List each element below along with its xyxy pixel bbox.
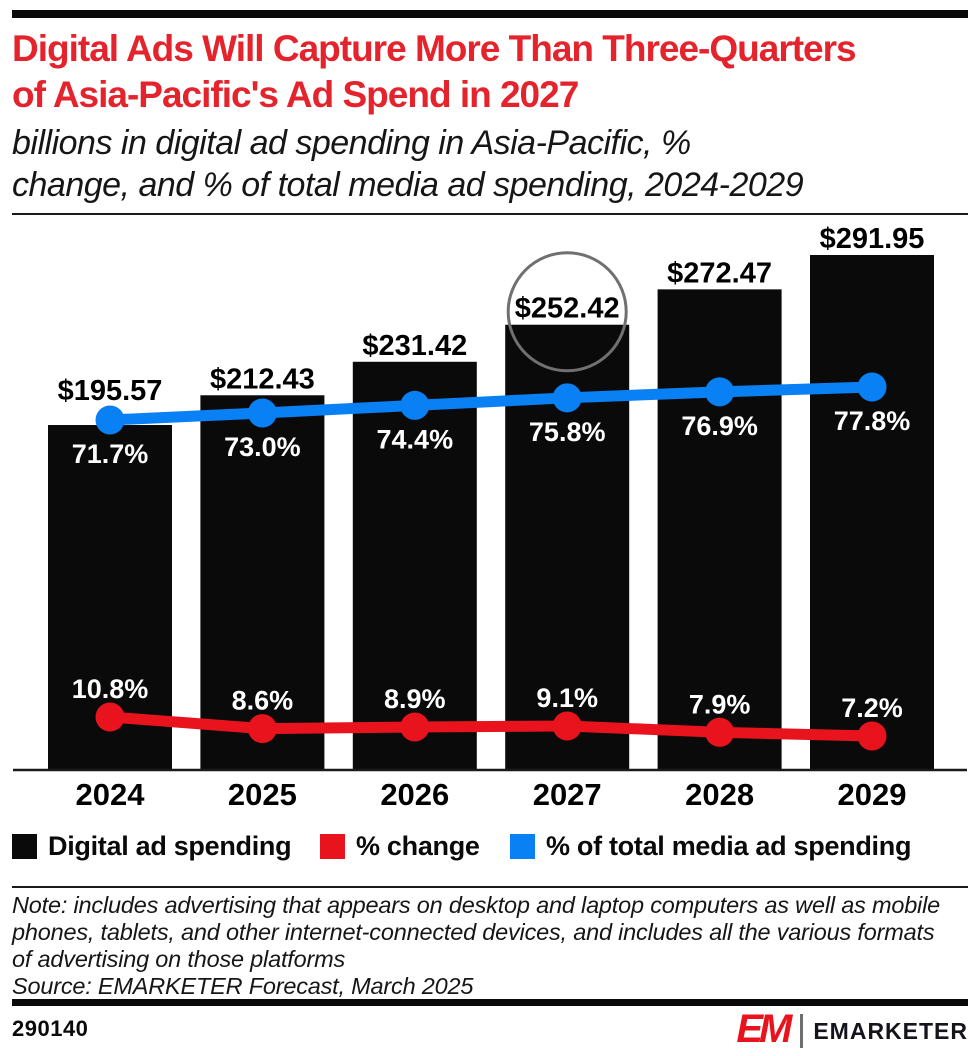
chart-title: Digital Ads Will Capture More Than Three… [12, 28, 857, 115]
chart-note-and-source: Note: includes advertising that appears … [12, 892, 940, 999]
footnote-divider [12, 886, 968, 888]
pct-change-label-2028: 7.9% [689, 689, 751, 719]
legend-swatch-black [12, 833, 37, 859]
dollar-label-2028: $272.47 [667, 257, 772, 289]
legend-item-pct-of-total-media: % of total media ad spending [510, 830, 912, 861]
line-pct-change-dot-2029 [857, 721, 887, 751]
year-label-2028: 2028 [685, 777, 754, 812]
logo-divider [800, 1014, 804, 1048]
line-pct-change-dot-2026 [400, 712, 430, 742]
pct-total-label-2027: 75.8% [529, 417, 606, 447]
line-pct-of-total-media-dot-2024 [95, 405, 125, 435]
year-label-2026: 2026 [380, 777, 449, 812]
chart-subtitle: billions in digital ad spending in Asia-… [12, 124, 804, 204]
top-accent-bar [12, 10, 968, 18]
emarketer-logo: EM EMARKETER [736, 1007, 968, 1052]
pct-change-label-2029: 7.2% [841, 693, 903, 723]
line-pct-change-dot-2028 [705, 717, 735, 747]
dollar-label-2029: $291.95 [820, 223, 925, 255]
dollar-label-2024: $195.57 [58, 375, 163, 407]
pct-change-label-2027: 9.1% [536, 683, 598, 713]
pct-total-label-2028: 76.9% [681, 411, 758, 441]
line-pct-of-total-media-dot-2025 [247, 398, 277, 428]
dollar-label-2026: $231.42 [362, 330, 467, 362]
legend-swatch-blue [510, 833, 535, 859]
pct-change-label-2025: 8.6% [232, 686, 294, 716]
line-pct-of-total-media-dot-2028 [705, 377, 735, 407]
chart-legend: Digital ad spending % change % of total … [0, 830, 980, 861]
legend-item-digital-ad-spending: Digital ad spending [12, 830, 292, 861]
line-pct-of-total-media [104, 381, 878, 426]
line-pct-of-total-media-dot-2027 [552, 383, 582, 413]
line-pct-change-dot-2025 [247, 714, 277, 744]
year-label-2024: 2024 [76, 777, 146, 812]
pct-total-label-2029: 77.8% [834, 406, 911, 436]
emarketer-monogram-icon: EM [736, 1007, 792, 1051]
annotation-circle-2027 [506, 251, 628, 373]
emarketer-wordmark: EMARKETER [813, 1017, 968, 1044]
line-pct-change-dot-2024 [95, 702, 125, 732]
pct-change-label-2024: 10.8% [72, 674, 149, 704]
pct-total-label-2024: 71.7% [72, 439, 149, 469]
line-pct-change [104, 711, 878, 742]
legend-label: % of total media ad spending [546, 830, 912, 861]
year-label-2029: 2029 [838, 777, 907, 812]
footer-accent-bar [12, 999, 968, 1006]
pct-change-label-2026: 8.9% [384, 684, 446, 714]
bar-2029 [810, 255, 934, 770]
line-pct-of-total-media-dot-2029 [857, 372, 887, 402]
header-divider [12, 213, 968, 215]
legend-swatch-red [320, 833, 345, 859]
bar-2028 [657, 289, 782, 770]
legend-label: % change [356, 830, 480, 861]
line-pct-change-dot-2027 [552, 711, 582, 741]
bar-2025 [200, 395, 325, 770]
pct-total-label-2026: 74.4% [377, 424, 454, 454]
legend-label: Digital ad spending [48, 830, 292, 861]
pct-total-label-2025: 73.0% [224, 432, 301, 462]
year-label-2025: 2025 [228, 777, 297, 812]
dollar-label-2025: $212.43 [210, 363, 315, 395]
dollar-label-2027: $252.42 [515, 293, 620, 325]
chart-canvas: $195.57 71.7% 10.8% 2024 $212.43 73.0% 8.6% 202… [13, 223, 967, 812]
year-label-2027: 2027 [533, 777, 602, 812]
chart-number: 290140 [12, 1016, 89, 1041]
line-pct-of-total-media-dot-2026 [400, 390, 430, 420]
legend-item-pct-change: % change [320, 830, 480, 861]
bar-2026 [352, 361, 477, 770]
